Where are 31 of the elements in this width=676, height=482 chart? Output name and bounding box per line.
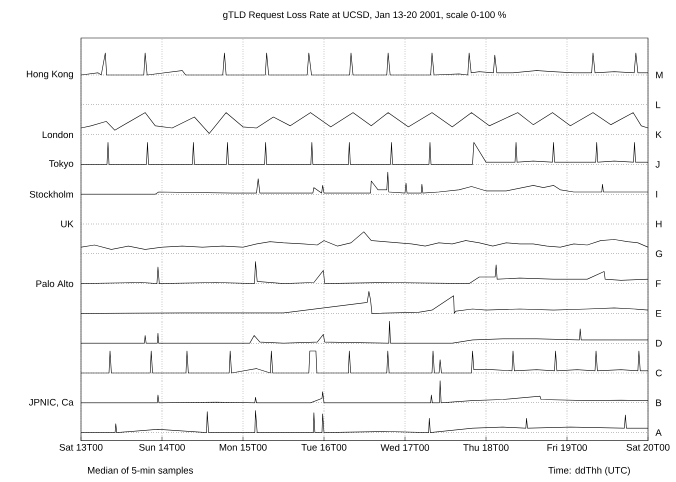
x-tick-label: Thu 18T00 — [463, 444, 509, 451]
text: UK — [61, 220, 74, 228]
y2-axis-title: E — [656, 310, 662, 317]
y2-axis-title: C — [656, 370, 662, 376]
text: H — [656, 220, 662, 228]
y2-axis-title: A — [655, 429, 662, 436]
y-axis-title: London — [42, 131, 74, 138]
text: L — [656, 102, 660, 108]
x-tick-label: Tue 16T00 — [301, 444, 346, 451]
y2-axis-title: F — [656, 280, 661, 287]
y2-axis-title: G — [656, 250, 662, 258]
y-axis-title: Tokyo — [49, 160, 74, 169]
y-axis-title: JPNIC, Ca — [28, 398, 74, 407]
chart-title: gTLD Request Loss Rate at UCSD, Jan 13-20 2001, scale 0-100 % — [223, 11, 506, 20]
y2-axis-title: I — [656, 190, 658, 198]
x-tick-label: Sat 13T00 — [60, 444, 103, 451]
text: Time: ddThh (UTC) — [548, 466, 630, 476]
y-axis-title: Stockholm — [30, 190, 74, 198]
y2-axis-title: M — [656, 72, 663, 78]
x-tick-label: Mon 15T00 — [220, 444, 267, 451]
text: Median of 5-min samples — [88, 466, 193, 476]
y-axis-title: Palo Alto — [36, 280, 74, 288]
y2-axis-title: K — [656, 131, 662, 138]
y2-axis-title: D — [656, 340, 662, 346]
x-tick-label: Sat 20T00 — [626, 444, 670, 451]
y2-axis-title: J — [656, 161, 660, 168]
x-tick-label: Wed 17T00 — [380, 444, 430, 451]
x-tick-label: Fri 19T00 — [547, 444, 587, 451]
y2-axis-title: B — [656, 400, 662, 406]
y-axis-title: Hong Kong — [26, 70, 74, 80]
x-tick-label: Sun 14T00 — [139, 444, 185, 451]
